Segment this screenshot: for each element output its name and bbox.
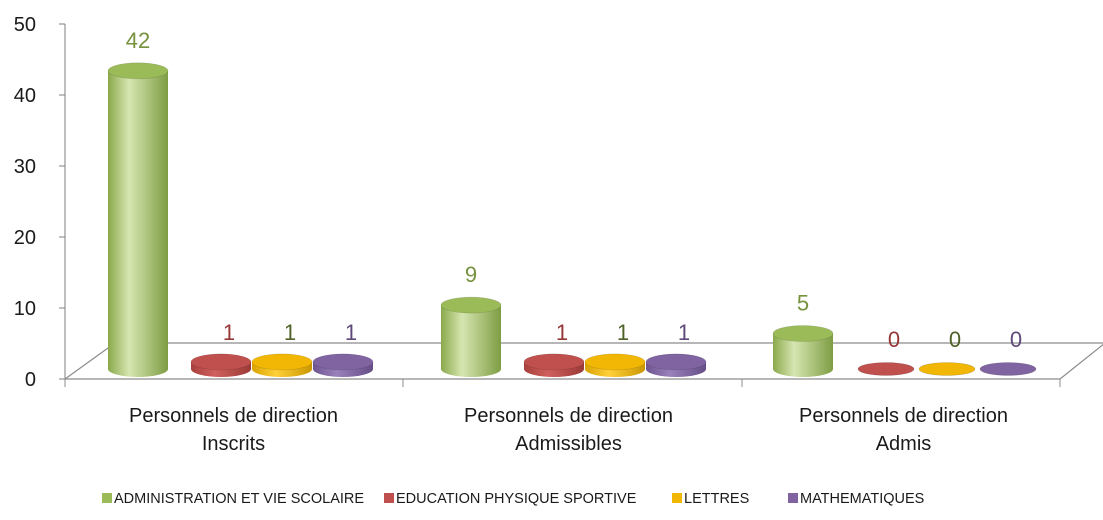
data-label: 0 (888, 327, 900, 352)
x-category-label: Personnels de direction (464, 405, 673, 427)
data-label: 5 (797, 291, 809, 316)
y-tick-label: 0 (25, 369, 36, 391)
bar-2-0 (772, 325, 834, 377)
x-category-label: Personnels de direction (129, 405, 338, 427)
bar-2-1 (857, 362, 915, 376)
bar-body (773, 333, 833, 377)
data-label: 0 (949, 327, 961, 352)
legend-item: MATHEMATIQUES (788, 491, 924, 507)
legend-item: LETTRES (672, 491, 749, 507)
legend-swatch (672, 493, 682, 503)
data-label: 0 (1010, 327, 1022, 352)
y-tick-label: 30 (14, 156, 36, 178)
bar-top (312, 353, 374, 371)
bar-0-3 (312, 353, 374, 377)
bar-1-0 (440, 296, 502, 377)
bar-top (979, 362, 1037, 376)
data-label: 9 (465, 262, 477, 287)
legend-item: EDUCATION PHYSIQUE SPORTIVE (384, 491, 637, 507)
bar-top (645, 353, 707, 371)
bar-0-2 (251, 353, 313, 377)
data-label: 1 (345, 320, 357, 345)
y-tick-label: 50 (14, 14, 36, 36)
data-labels: 42 1 1 1 9 1 1 1 5 0 0 0 (126, 28, 1022, 352)
bar-top (251, 353, 313, 371)
bar-body (441, 305, 501, 377)
bar-2-3 (979, 362, 1037, 376)
legend-label: LETTRES (684, 491, 749, 507)
legend-swatch (384, 493, 394, 503)
bar-top (772, 325, 834, 342)
data-label: 42 (126, 28, 150, 53)
bar-0-1 (190, 353, 252, 377)
bar-top (857, 362, 915, 376)
y-tick-label: 20 (14, 227, 36, 249)
floor-plane (63, 342, 1103, 380)
bar-top (440, 296, 502, 314)
data-label: 1 (556, 320, 568, 345)
data-label: 1 (284, 320, 296, 345)
bar-1-2 (584, 353, 646, 377)
legend-label: MATHEMATIQUES (800, 491, 924, 507)
legend-label: ADMINISTRATION ET VIE SCOLAIRE (114, 491, 364, 507)
bar-top (190, 353, 252, 371)
bar-1-1 (523, 353, 585, 377)
legend-item: ADMINISTRATION ET VIE SCOLAIRE (102, 491, 364, 507)
y-tick-label: 40 (14, 85, 36, 107)
bar-body (108, 70, 168, 378)
x-category-label: Inscrits (202, 433, 265, 455)
y-tick-label: 10 (14, 298, 36, 320)
x-category-label: Admis (876, 433, 932, 455)
legend: ADMINISTRATION ET VIE SCOLAIRE EDUCATION … (102, 491, 924, 507)
bar-top (584, 353, 646, 371)
x-category-label: Personnels de direction (799, 405, 1008, 427)
legend-label: EDUCATION PHYSIQUE SPORTIVE (396, 491, 637, 507)
data-label: 1 (617, 320, 629, 345)
bar-top (523, 353, 585, 371)
data-label: 1 (678, 320, 690, 345)
bar-2-2 (918, 362, 976, 376)
bars (107, 62, 1037, 378)
legend-swatch (788, 493, 798, 503)
bar-top (107, 62, 169, 80)
bar-top (918, 362, 976, 376)
x-category-label: Admissibles (515, 433, 622, 455)
bar-1-3 (645, 353, 707, 377)
legend-swatch (102, 493, 112, 503)
data-label: 1 (223, 320, 235, 345)
bar-0-0 (107, 62, 169, 378)
